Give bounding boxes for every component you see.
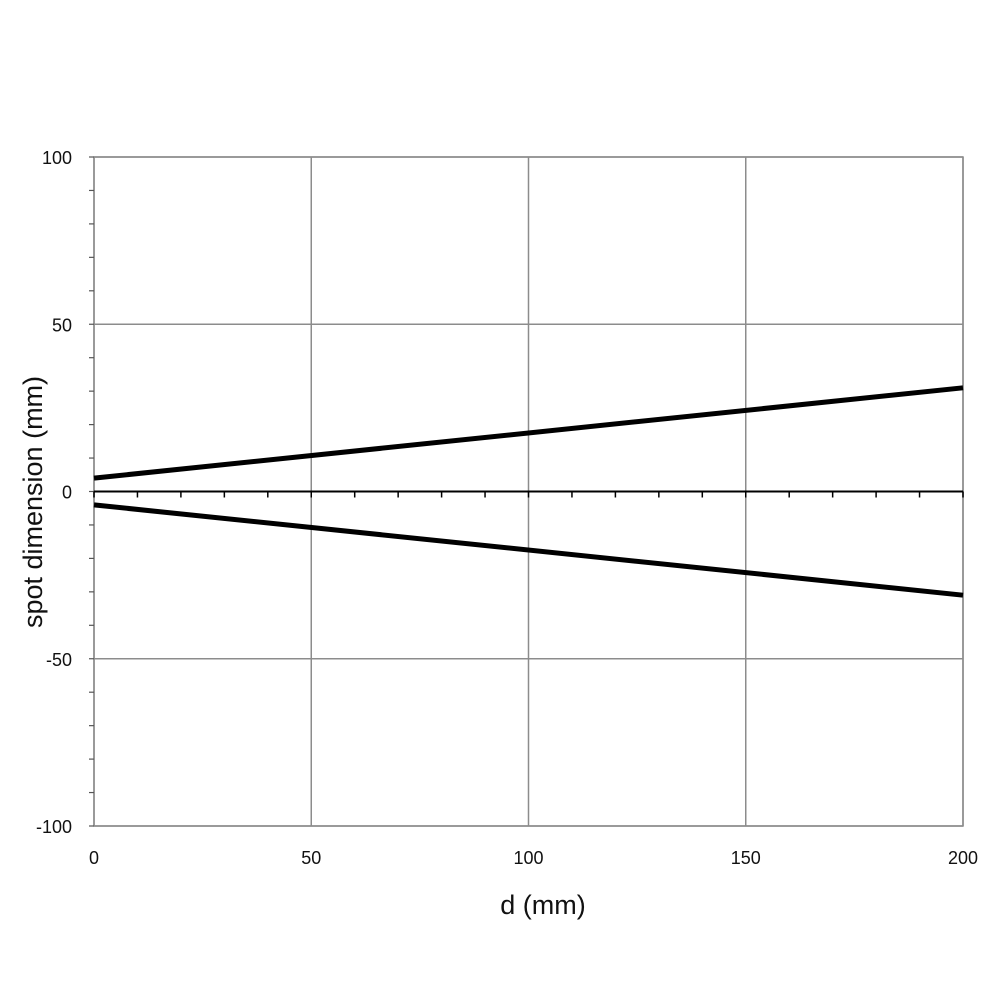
x-tick-label: 150	[731, 848, 761, 868]
x-tick-label: 100	[513, 848, 543, 868]
x-tick-labels: 0 50 100 150 200	[89, 848, 978, 868]
y-tick-label: 0	[62, 483, 72, 503]
x-tick-label: 50	[301, 848, 321, 868]
y-axis-title: spot dimension (mm)	[18, 376, 48, 628]
series-lines	[93, 385, 964, 598]
y-tick-label: 50	[52, 315, 72, 335]
series-line-1	[93, 385, 964, 481]
x-axis-title: d (mm)	[500, 890, 585, 920]
y-tick-label: -50	[46, 650, 72, 670]
y-tick-label: 100	[42, 148, 72, 168]
series-line-2	[93, 502, 964, 598]
x-tick-label: 0	[89, 848, 99, 868]
y-tick-label: -100	[36, 817, 72, 837]
x-tick-label: 200	[948, 848, 978, 868]
y-tick-labels: 100 50 0 -50 -100	[36, 148, 72, 837]
